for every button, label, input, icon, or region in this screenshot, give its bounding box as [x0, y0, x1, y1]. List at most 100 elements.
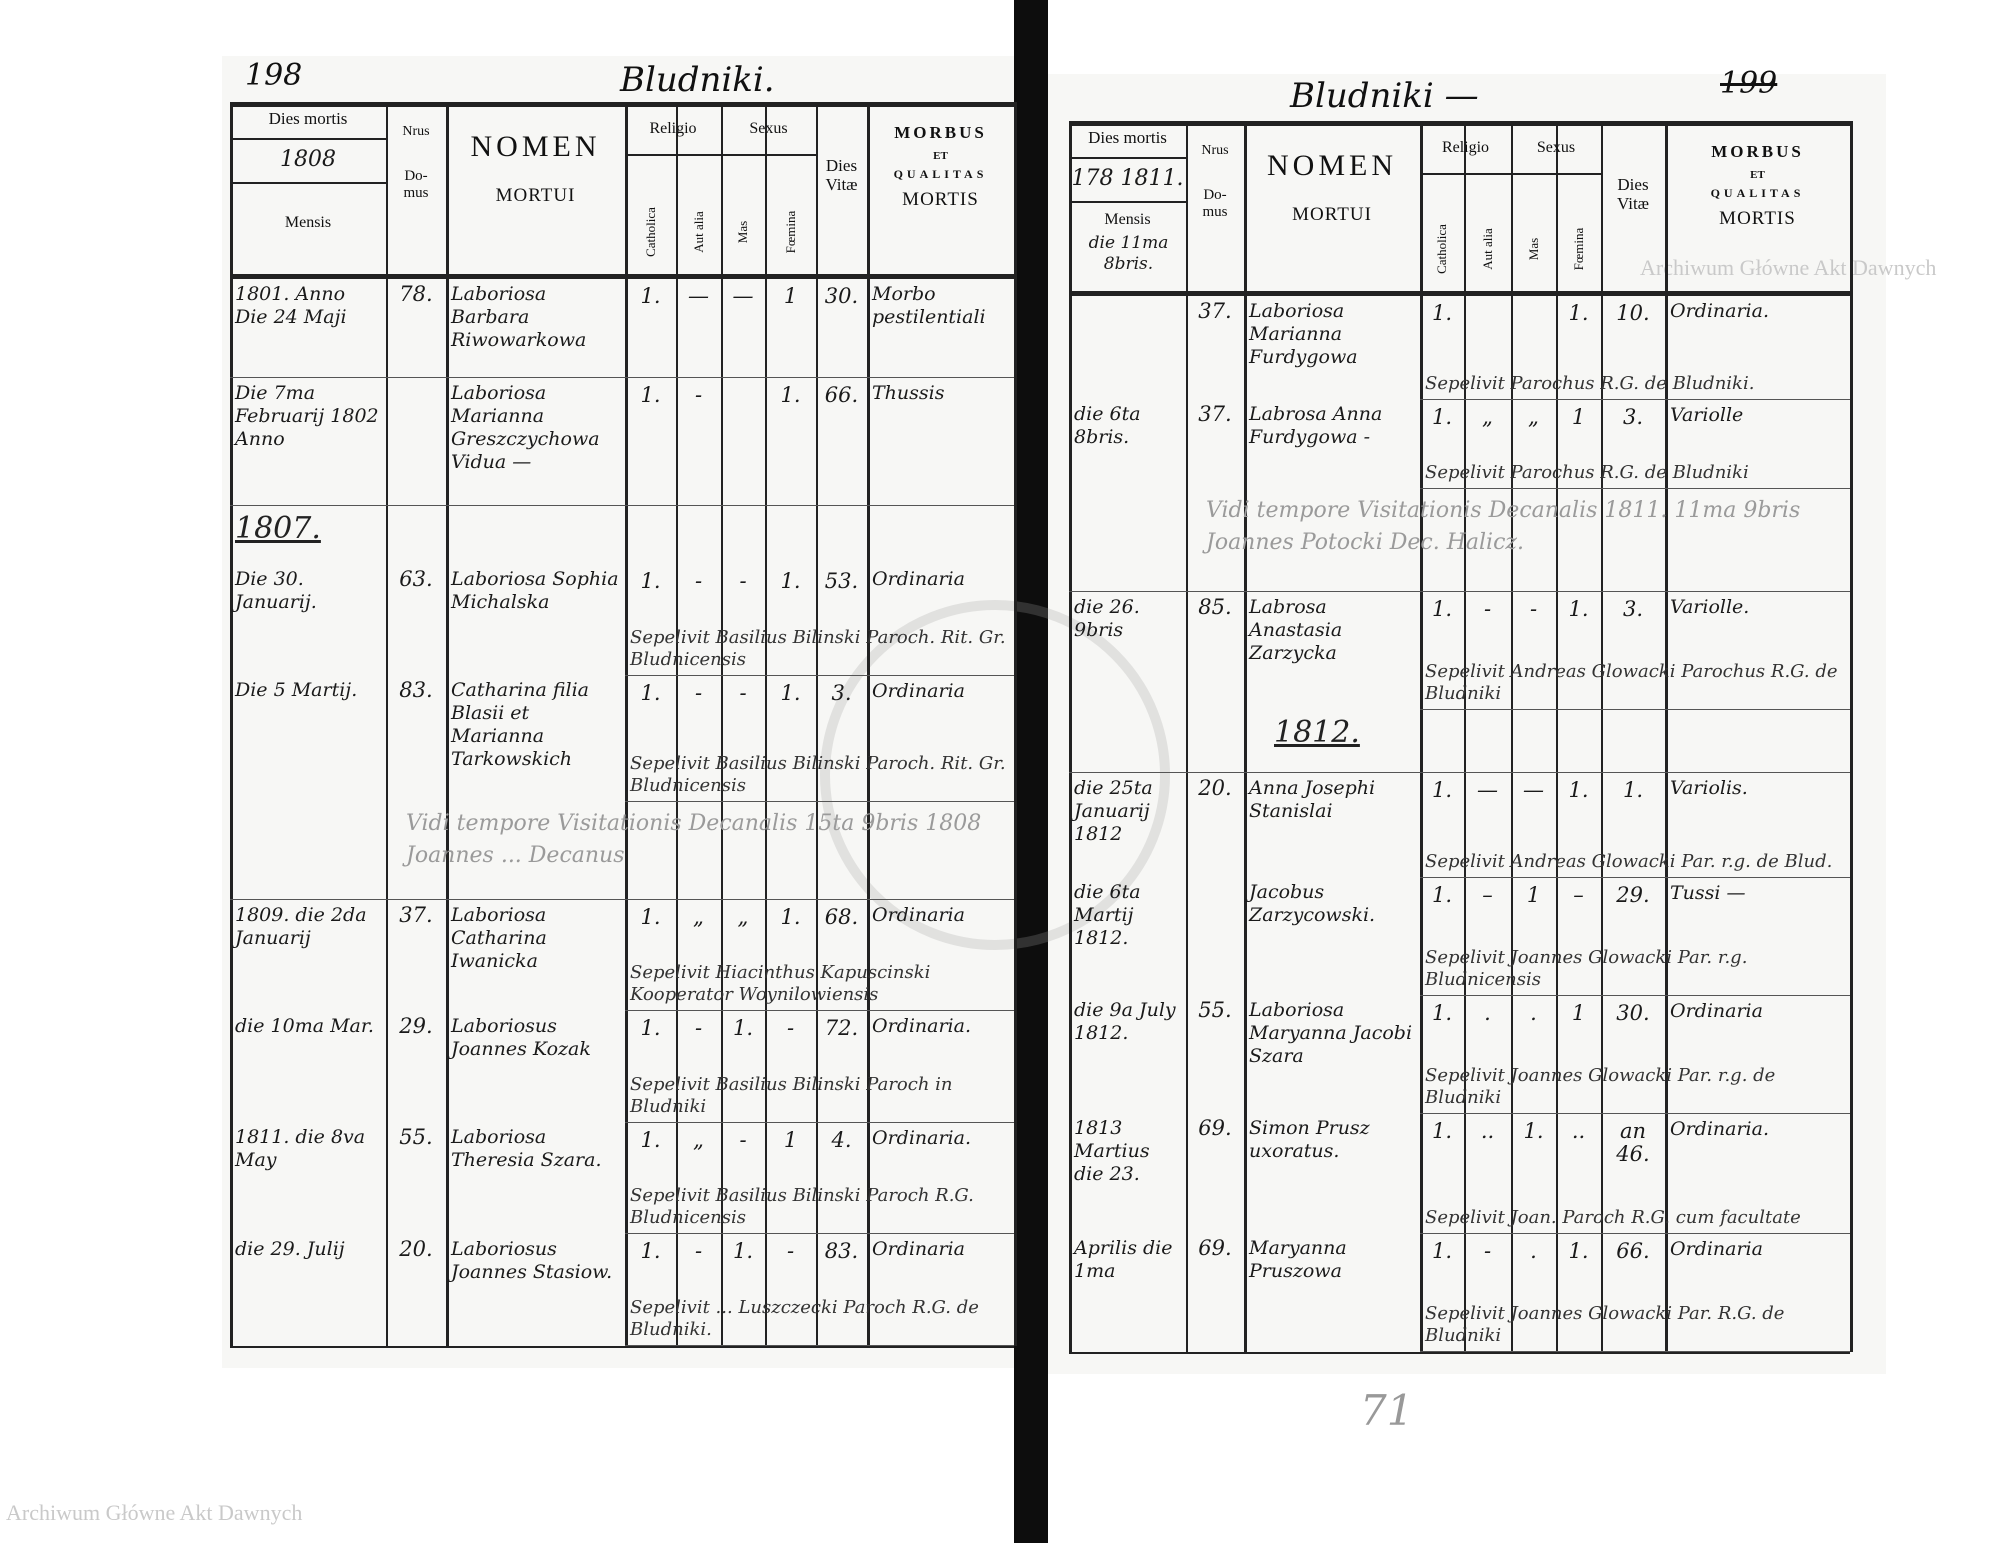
left-entry-cause-of-death: Ordinaria.: [872, 1015, 971, 1038]
right-header-year: 178 1811.: [1071, 166, 1184, 191]
right-entry-date: Aprilis die 1ma: [1074, 1237, 1173, 1283]
right-header-mortis: MORTIS: [1719, 208, 1796, 229]
right-entry-date: die 25ta Januarij 1812: [1074, 777, 1153, 846]
right-entry-house-number: 20.: [1198, 776, 1232, 801]
right-entry-femina: ..: [1571, 1118, 1586, 1143]
right-header-dies-vitae: Dies Vitæ: [1616, 175, 1650, 213]
right-entry-mas: [1511, 296, 1556, 351]
right-burial-row: Sepelivit Parochus R.G. de Bludniki.: [1069, 351, 1850, 400]
left-section-row: 1807.: [230, 505, 1014, 564]
right-entry-row: die 25ta Januarij 1812 20. Anna Josephi St…: [1069, 773, 1850, 846]
left-entry-aut-alia: „: [693, 1127, 704, 1152]
left-entry-name: Laboriosa Sophia Michalska: [451, 568, 619, 614]
right-entry-house-number: 37.: [1198, 402, 1232, 427]
left-burial-note: Sepelivit Basilius Bilinski Paroch R.G. …: [625, 1167, 1014, 1235]
right-entry-row: die 6ta 8bris. 37. Labrosa Anna Furdygowa …: [1069, 399, 1850, 448]
left-entry-house-number: 78.: [386, 279, 446, 378]
right-entry-house-number: 69.: [1198, 1116, 1232, 1141]
left-column-rule: [867, 102, 870, 1346]
right-entry-femina: 1.: [1568, 1238, 1589, 1263]
right-religio-rule: [1420, 173, 1601, 175]
left-header-nomen: NOMEN: [470, 130, 601, 163]
left-entry-age-days: 66.: [816, 377, 867, 506]
right-header-domus: Do- mus: [1202, 187, 1228, 220]
right-header-sexus: Sexus: [1536, 139, 1576, 156]
left-entry-age-days: 3.: [831, 680, 852, 705]
right-entry-aut-alia: –: [1482, 882, 1493, 907]
right-entry-age-days: 30.: [1616, 1000, 1650, 1025]
right-entry-cause-of-death: Variolle: [1670, 403, 1744, 426]
right-column-rule: [1850, 121, 1853, 1352]
right-entry-age-days: 1.: [1622, 778, 1644, 803]
left-entry-mas: —: [721, 279, 765, 378]
left-header-dies-mortis: Dies mortis: [268, 109, 348, 128]
right-place-heading: Bludniki —: [1290, 76, 1479, 116]
right-entry-name: Simon Prusz uxoratus.: [1249, 1117, 1370, 1163]
right-entry-age-days: 3.: [1622, 597, 1644, 622]
left-entry-aut-alia: -: [694, 1239, 703, 1264]
left-empty-cell: [386, 505, 1014, 564]
left-entry-house-number: 83.: [399, 678, 433, 703]
left-burial-note: Sepelivit Basilius Bilinski Paroch. Rit.…: [625, 726, 1014, 803]
left-entry-house-number: [386, 377, 446, 506]
left-entry-cause-of-death: Morbo pestilentiali: [867, 279, 1014, 378]
right-burial-note: Sepelivit Andreas Glowacki Par. r.g. de …: [1420, 828, 1850, 878]
right-entry-catholica: 1.: [1431, 778, 1453, 803]
left-entry-row: 1801. Anno Die 24 Maji 78. Laboriosa Barba…: [230, 279, 1014, 378]
right-entry-age-days: an 46.: [1616, 1118, 1650, 1166]
right-header-top-rule: [1069, 121, 1850, 126]
left-entry-house-number: 63.: [399, 567, 433, 592]
left-burial-row: Sepelivit Basilius Bilinski Paroch in Bl…: [230, 1055, 1014, 1123]
left-entry-catholica: 1.: [640, 904, 661, 929]
right-visitation-row: Vidi tempore Visitationis Decanalis 1811…: [1069, 488, 1850, 593]
right-entry-aut-alia: -: [1483, 597, 1492, 622]
right-section-row: 1812.: [1069, 709, 1850, 774]
left-burial-note: Sepelivit Basilius Bilinski Paroch. Rit.…: [625, 608, 1014, 676]
left-entry-mas: 1.: [732, 1016, 754, 1041]
right-entry-aut-alia: -: [1483, 1238, 1492, 1263]
right-header-nrus: Nrus: [1201, 143, 1229, 158]
left-column-rule: [625, 102, 628, 1346]
right-empty-cell: [1069, 488, 1186, 593]
left-entry-name: Laboriosa Theresia Szara.: [451, 1126, 602, 1172]
left-place-heading: Bludniki.: [620, 60, 775, 100]
right-entry-name: Labrosa Anna Furdygowa -: [1249, 403, 1383, 449]
right-entry-cause-of-death: Tussi —: [1670, 881, 1746, 904]
left-header-year: 1808: [280, 147, 336, 172]
right-entry-aut-alia: ..: [1480, 1118, 1495, 1143]
right-page-number: 199: [1720, 66, 1778, 101]
left-entry-date: die 29. Julij: [235, 1237, 345, 1260]
right-entry-cause-of-death: Ordinaria.: [1670, 1117, 1769, 1140]
left-column-rule: [676, 102, 678, 1346]
right-entry-catholica: 1.: [1431, 1238, 1453, 1263]
left-burial-row: Sepelivit Basilius Bilinski Paroch. Rit.…: [230, 726, 1014, 803]
left-entry-aut-alia: -: [694, 680, 703, 705]
left-entry-aut-alia: -: [694, 569, 703, 594]
left-entry-name: Laboriosus Joannes Stasiow.: [451, 1237, 613, 1283]
left-entry-femina: -: [786, 1016, 795, 1041]
left-entry-aut-alia: „: [693, 904, 704, 929]
right-burial-row: Sepelivit Andreas Glowacki Par. r.g. de …: [1069, 828, 1850, 878]
right-entry-name: Laboriosa Maryanna Jacobi Szara: [1249, 999, 1413, 1068]
left-entry-age-days: 83.: [824, 1239, 859, 1264]
right-empty-cell: [1186, 709, 1244, 774]
left-burial-note: Sepelivit Basilius Bilinski Paroch in Bl…: [625, 1055, 1014, 1123]
right-dies-rule-1: [1069, 157, 1186, 159]
left-header-dies-vitae: Dies Vitæ: [825, 156, 858, 194]
left-header-morbus: MORBUS: [894, 123, 987, 142]
left-entry-row: die 10ma Mar. 29. Laboriosus Joannes Kozak…: [230, 1011, 1014, 1059]
left-header-bottom-rule: [230, 274, 1014, 279]
left-entry-mas: 1.: [732, 1239, 754, 1264]
right-burial-note: Sepelivit Andreas Glowacki Parochus R.G.…: [1420, 639, 1850, 711]
left-burial-note: Sepelivit Hiacinthus Kapuscinski Koopera…: [625, 944, 1014, 1012]
right-header-et: ET: [1750, 169, 1765, 181]
right-entry-catholica: 1.: [1431, 882, 1453, 907]
left-burial-row: Sepelivit Basilius Bilinski Paroch. Rit.…: [230, 608, 1014, 676]
right-header-mas: Mas: [1525, 237, 1541, 261]
left-column-rule: [446, 102, 449, 1346]
left-entry-femina: 1: [783, 1127, 798, 1152]
right-entry-date: die 6ta Martij 1812.: [1074, 881, 1141, 950]
right-entry-femina: 1.: [1568, 301, 1589, 325]
right-header-bottom-rule: [1069, 291, 1850, 296]
left-entry-date: Die 5 Martij.: [235, 679, 358, 702]
